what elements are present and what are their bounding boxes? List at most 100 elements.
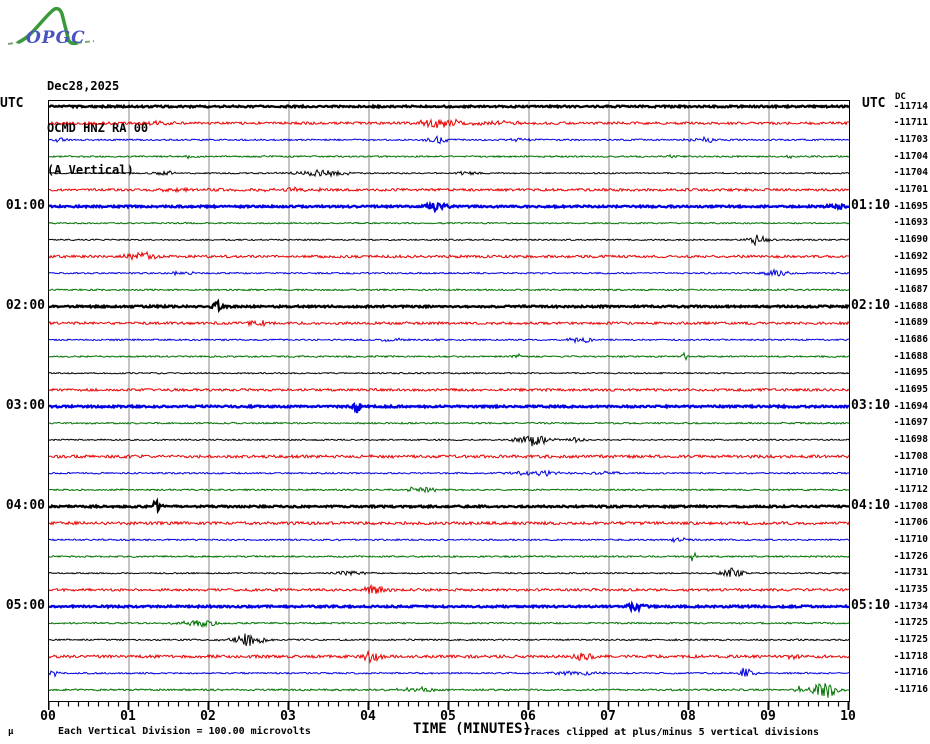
x-tick-label: 05: [440, 709, 456, 724]
dc-value: -11686: [893, 333, 928, 345]
trace-row: [48, 435, 850, 447]
hour-label-left: 01:00: [5, 197, 45, 213]
dc-value: -11695: [893, 200, 928, 212]
trace-row: [48, 633, 850, 646]
x-tick-label: 06: [520, 709, 536, 724]
trace-row: [48, 600, 850, 614]
time-axis-ticks: [48, 701, 850, 710]
trace-row: [48, 250, 850, 262]
clipping-note: Traces clipped at plus/minus 5 vertical …: [524, 727, 820, 738]
dc-value: -11735: [893, 583, 928, 595]
trace-row: [48, 520, 850, 527]
dc-value: -11711: [893, 117, 928, 129]
x-tick-label: 07: [600, 709, 616, 724]
trace-row: [48, 319, 850, 328]
hour-label-right: 03:10: [851, 397, 891, 413]
trace-row: [48, 103, 850, 110]
trace-row: [48, 401, 850, 414]
trace-row: [48, 298, 850, 314]
trace-row: [48, 387, 850, 393]
dc-value: -11710: [893, 533, 928, 545]
x-tick-label: 10: [840, 709, 856, 724]
date-label: Dec28,2025: [47, 79, 120, 93]
dc-value: -11704: [893, 167, 928, 179]
dc-value: -11695: [893, 367, 928, 379]
dc-value: -11725: [893, 633, 928, 645]
dc-value: -11688: [893, 350, 928, 362]
trace-row: [48, 153, 850, 160]
opgc-logo-curve-icon: [7, 6, 95, 46]
trace-row: [48, 421, 849, 425]
x-tick-label: 08: [680, 709, 696, 724]
hour-label-right: 01:10: [851, 197, 891, 213]
trace-row: [48, 567, 850, 578]
vertical-scale-note: Each Vertical Division = 100.00 microvol…: [58, 726, 311, 737]
trace-row: [48, 371, 850, 375]
x-tick-label: 03: [280, 709, 296, 724]
opgc-logo-text: OPGC: [26, 28, 86, 48]
trace-row: [48, 453, 850, 460]
trace-row: [48, 200, 850, 214]
trace-row: [48, 497, 850, 515]
trace-row: [48, 117, 850, 129]
opgc-logo: OPGC: [6, 2, 98, 54]
hour-label-right: 02:10: [851, 297, 891, 313]
dc-value: -11716: [893, 683, 928, 695]
dc-value: -11710: [893, 467, 928, 479]
x-tick-label: 00: [40, 709, 56, 724]
trace-row: [48, 683, 850, 698]
dc-value: -11694: [893, 400, 928, 412]
dc-value: -11689: [893, 317, 928, 329]
dc-value: -11704: [893, 150, 928, 162]
trace-row: [48, 536, 850, 544]
trace-row: [48, 649, 850, 664]
dc-value: -11690: [893, 233, 928, 245]
x-tick-label: 04: [360, 709, 376, 724]
trace-row: [48, 168, 850, 179]
trace-row: [48, 186, 850, 194]
trace-row: [48, 268, 850, 277]
dc-value: -11695: [893, 267, 928, 279]
seismogram-traces: [48, 101, 850, 701]
trace-row: [48, 336, 849, 345]
dc-value: -11726: [893, 550, 928, 562]
trace-row: [48, 288, 850, 292]
trace-row: [48, 134, 850, 145]
dc-value: -11714: [893, 100, 928, 112]
utc-axis-label-left: UTC: [0, 96, 24, 111]
trace-plot: [48, 100, 850, 702]
dc-value: -11731: [893, 567, 928, 579]
dc-value: -11688: [893, 300, 928, 312]
dc-value: -11695: [893, 383, 928, 395]
dc-value: -11716: [893, 667, 928, 679]
mu-mark: μ: [8, 727, 14, 737]
trace-row: [48, 667, 850, 678]
dc-value: -11725: [893, 617, 928, 629]
dc-value: -11692: [893, 250, 928, 262]
x-tick-label: 09: [760, 709, 776, 724]
dc-value: -11693: [893, 217, 928, 229]
x-tick-label: 02: [200, 709, 216, 724]
trace-row: [48, 619, 850, 629]
trace-row: [48, 551, 850, 562]
dc-column-header: DC: [895, 92, 906, 102]
hour-label-left: 05:00: [5, 597, 45, 613]
dc-value: -11703: [893, 133, 928, 145]
dc-value: -11708: [893, 500, 928, 512]
hour-label-left: 02:00: [5, 297, 45, 313]
dc-value: -11718: [893, 650, 928, 662]
hour-label-right: 04:10: [851, 497, 891, 513]
dc-value: -11698: [893, 433, 928, 445]
hour-label-left: 03:00: [5, 397, 45, 413]
time-axis-title: TIME (MINUTES): [413, 721, 532, 737]
dc-value: -11706: [893, 517, 928, 529]
trace-row: [48, 234, 850, 247]
trace-row: [48, 351, 850, 362]
dc-value: -11687: [893, 283, 928, 295]
dc-value: -11697: [893, 417, 928, 429]
trace-row: [48, 221, 850, 225]
dc-value: -11712: [893, 483, 928, 495]
hour-label-left: 04:00: [5, 497, 45, 513]
trace-row: [48, 583, 850, 594]
